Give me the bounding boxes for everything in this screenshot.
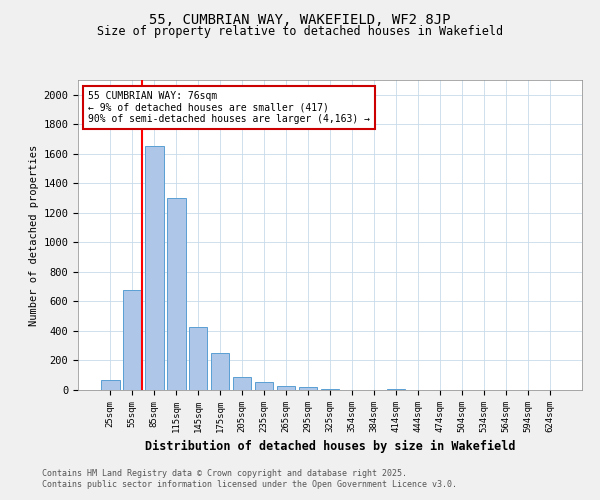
Bar xyxy=(167,198,185,390)
Bar xyxy=(233,376,251,390)
Y-axis label: Number of detached properties: Number of detached properties xyxy=(29,144,39,326)
Bar xyxy=(320,388,340,390)
Text: 55, CUMBRIAN WAY, WAKEFIELD, WF2 8JP: 55, CUMBRIAN WAY, WAKEFIELD, WF2 8JP xyxy=(149,12,451,26)
Bar xyxy=(299,387,317,390)
Bar xyxy=(189,326,208,390)
Bar xyxy=(123,290,142,390)
Bar xyxy=(386,388,405,390)
Text: Contains public sector information licensed under the Open Government Licence v3: Contains public sector information licen… xyxy=(42,480,457,489)
Bar xyxy=(145,146,164,390)
X-axis label: Distribution of detached houses by size in Wakefield: Distribution of detached houses by size … xyxy=(145,440,515,454)
Text: Size of property relative to detached houses in Wakefield: Size of property relative to detached ho… xyxy=(97,25,503,38)
Text: 55 CUMBRIAN WAY: 76sqm
← 9% of detached houses are smaller (417)
90% of semi-det: 55 CUMBRIAN WAY: 76sqm ← 9% of detached … xyxy=(88,91,370,124)
Bar xyxy=(211,353,229,390)
Bar xyxy=(255,382,274,390)
Bar xyxy=(101,380,119,390)
Bar xyxy=(277,386,295,390)
Text: Contains HM Land Registry data © Crown copyright and database right 2025.: Contains HM Land Registry data © Crown c… xyxy=(42,468,407,477)
